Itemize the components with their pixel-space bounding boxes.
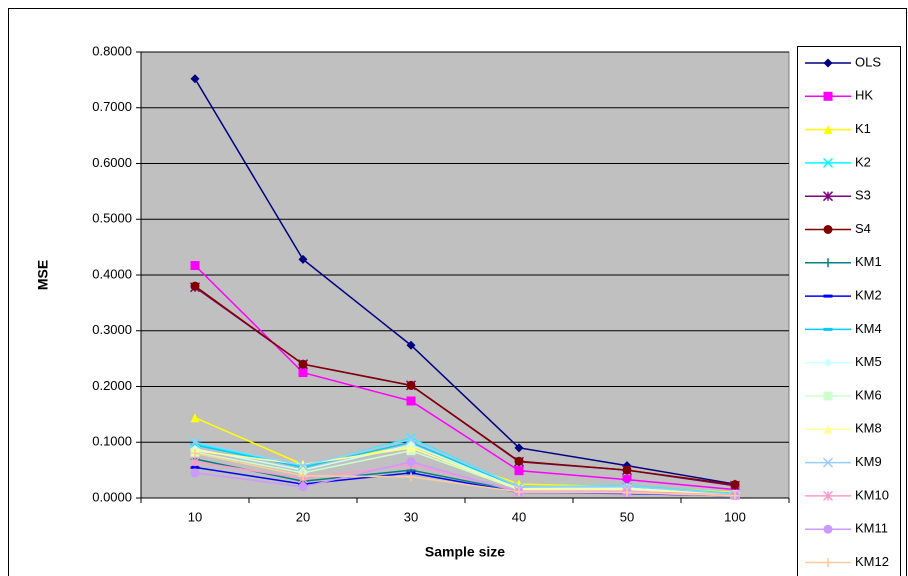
y-tick-label: 0.3000 (92, 322, 132, 337)
marker (190, 413, 200, 423)
marker (514, 466, 524, 476)
series-line (194, 461, 736, 496)
legend-label: KM1 (855, 254, 882, 269)
marker (298, 482, 308, 492)
marker (406, 443, 416, 453)
x-tick-label: 20 (296, 509, 310, 524)
legend-label: KM11 (855, 521, 888, 536)
marker (823, 91, 833, 101)
x-tick-label: 40 (512, 509, 526, 524)
series-line (194, 438, 736, 495)
legend-label: S3 (855, 188, 871, 203)
series-line (194, 264, 736, 491)
x-tick-label: 30 (404, 509, 418, 524)
x-tick-label: 10 (188, 509, 202, 524)
marker (823, 391, 833, 401)
legend-label: KM9 (855, 454, 882, 469)
y-tick-label: 0.8000 (92, 43, 132, 58)
marker (406, 472, 416, 482)
y-tick-label: 0.7000 (92, 99, 132, 114)
legend-label: K2 (855, 154, 871, 169)
legend-label: K1 (855, 121, 871, 136)
marker (622, 475, 632, 485)
marker (298, 471, 308, 481)
y-tick-label: 0.4000 (92, 266, 132, 281)
y-tick-label: 0.6000 (92, 155, 132, 170)
marker (730, 480, 740, 490)
marker (190, 468, 200, 478)
legend-label: KM10 (855, 487, 889, 502)
legend-box (797, 46, 901, 576)
marker (297, 460, 309, 471)
marker (823, 225, 833, 234)
x-axis-title: Sample size (425, 544, 505, 560)
marker (823, 524, 833, 534)
legend-label: KM12 (855, 554, 889, 569)
marker (622, 487, 632, 497)
marker (823, 58, 833, 68)
marker (822, 191, 834, 202)
marker (823, 558, 833, 567)
legend-label: KM5 (855, 354, 882, 369)
series-line (194, 78, 736, 485)
y-tick-label: 0.0000 (92, 489, 132, 504)
series-line (194, 444, 736, 496)
marker (823, 424, 833, 434)
marker (190, 281, 200, 291)
x-tick-label: 50 (620, 509, 634, 524)
legend-label: KM4 (855, 321, 882, 336)
y-tick-label: 0.1000 (92, 434, 132, 449)
marker (514, 443, 524, 453)
legend-label: OLS (855, 54, 881, 69)
marker (405, 434, 417, 445)
marker (406, 396, 416, 406)
y-tick-label: 0.2000 (92, 378, 132, 393)
marker (514, 487, 524, 497)
legend-label: KM2 (855, 288, 882, 303)
marker (190, 448, 200, 458)
marker (406, 457, 416, 467)
marker (823, 358, 833, 368)
y-axis-title: MSE (35, 260, 51, 290)
marker (406, 380, 416, 390)
legend-label: KM8 (855, 421, 882, 436)
marker (514, 456, 524, 466)
marker (823, 258, 833, 268)
marker (298, 460, 308, 470)
marker (822, 490, 834, 501)
marker (190, 74, 200, 84)
marker (622, 465, 632, 475)
marker (823, 125, 833, 135)
marker (298, 359, 308, 369)
series-line (194, 452, 736, 497)
legend-label: HK (855, 88, 873, 103)
marker (190, 261, 200, 271)
marker (189, 456, 201, 467)
legend-label: KM6 (855, 387, 882, 402)
marker (298, 368, 308, 378)
marker (822, 157, 834, 168)
series-line (194, 285, 736, 486)
legend-label: S4 (855, 221, 871, 236)
marker (406, 340, 416, 350)
marker (298, 254, 308, 264)
marker (730, 491, 740, 501)
y-tick-label: 0.5000 (92, 211, 132, 226)
x-tick-label: 100 (724, 509, 746, 524)
marker (822, 457, 834, 468)
marker (189, 437, 201, 448)
